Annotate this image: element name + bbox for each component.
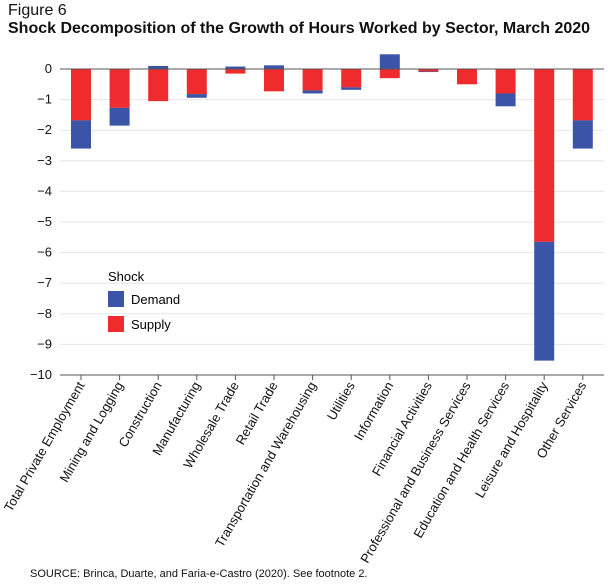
- legend-label-demand: Demand: [131, 292, 180, 307]
- bar-supply-4: [225, 69, 246, 74]
- legend-swatch-supply: [108, 316, 124, 332]
- bar-demand-12: [534, 241, 555, 361]
- x-category-label-12: Leisure and Hospitality: [472, 379, 551, 501]
- bar-supply-11: [495, 69, 516, 94]
- bar-demand-4: [225, 66, 246, 69]
- bar-demand-0: [71, 120, 91, 149]
- bars: [71, 54, 593, 361]
- bar-demand-9: [418, 71, 439, 73]
- y-tick-label-1: −1: [37, 92, 52, 107]
- y-tick-label-5: −5: [37, 214, 52, 229]
- legend-swatch-demand: [108, 291, 124, 307]
- y-tick-label-8: −8: [37, 306, 52, 321]
- bar-supply-1: [109, 69, 130, 108]
- y-tick-label-7: −7: [37, 275, 52, 290]
- bar-supply-7: [341, 69, 362, 88]
- source-note: SOURCE: Brinca, Duarte, and Faria-e-Cast…: [30, 568, 368, 580]
- bar-demand-3: [186, 94, 207, 98]
- bar-demand-6: [302, 90, 323, 94]
- bar-supply-12: [534, 69, 555, 242]
- figure-label: Figure 6: [8, 2, 67, 19]
- legend-label-supply: Supply: [131, 317, 171, 332]
- bar-supply-5: [264, 69, 284, 92]
- bar-demand-5: [264, 65, 284, 69]
- y-tick-label-3: −3: [37, 153, 52, 168]
- y-tick-label-9: −9: [37, 336, 52, 351]
- bar-demand-1: [109, 107, 130, 126]
- bar-demand-7: [341, 87, 362, 90]
- gridlines: [60, 99, 604, 376]
- y-tick-label-6: −6: [37, 245, 52, 260]
- y-tick-label-4: −4: [37, 183, 52, 198]
- bar-demand-13: [572, 120, 593, 149]
- axes: [60, 68, 604, 380]
- bar-demand-11: [495, 93, 516, 107]
- bar-demand-2: [148, 65, 169, 69]
- x-category-label-7: Utilities: [324, 379, 358, 423]
- bar-demand-8: [379, 54, 400, 69]
- bar-supply-10: [457, 69, 477, 85]
- chart-title: Shock Decomposition of the Growth of Hou…: [8, 20, 591, 37]
- bar-supply-0: [71, 69, 91, 121]
- legend: Shock Demand Supply: [108, 269, 180, 332]
- bar-supply-8: [379, 69, 400, 79]
- y-tick-label-2: −2: [37, 122, 52, 137]
- bar-supply-6: [302, 69, 323, 91]
- y-tick-label-10: −10: [30, 367, 52, 382]
- y-tick-label-0: 0: [45, 61, 52, 76]
- bar-supply-2: [148, 69, 169, 102]
- bar-supply-9: [418, 69, 439, 72]
- bar-supply-13: [572, 69, 593, 121]
- legend-title: Shock: [108, 269, 145, 284]
- bar-supply-3: [186, 69, 207, 95]
